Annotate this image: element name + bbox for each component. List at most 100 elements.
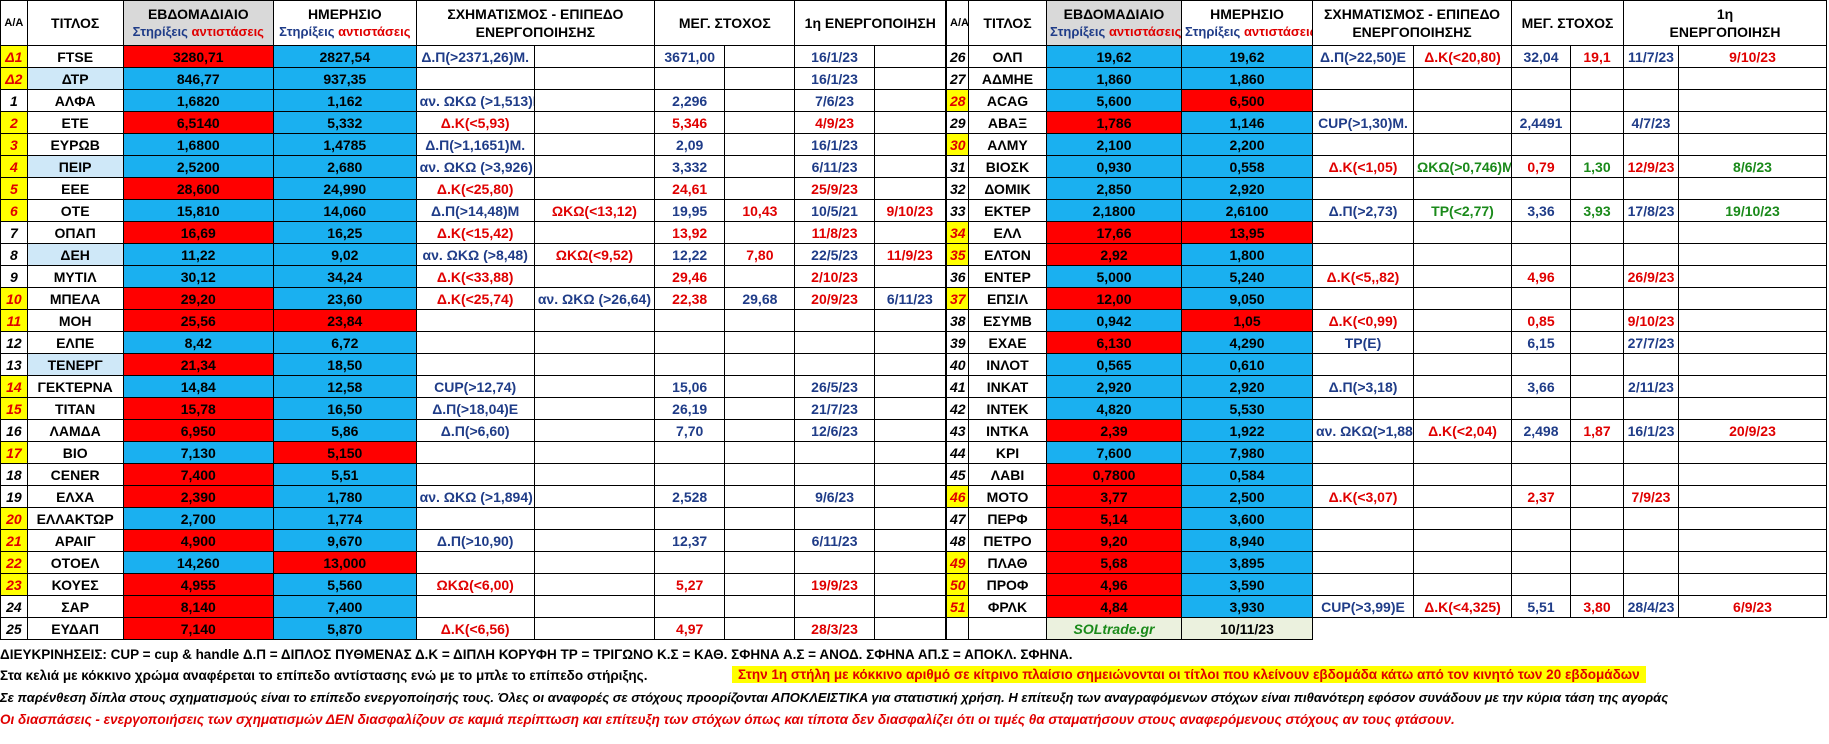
weekly-value: 846,77	[122, 67, 275, 90]
ticker-name: ΤΙΤΑΝ	[26, 397, 124, 420]
table-row: 38 ΕΣΥΜΒ 0,942 1,05 Δ.Κ(<0,99) 0,85 9/10/23	[946, 309, 1828, 332]
activation-date-primary: 25/9/23	[794, 177, 875, 200]
pattern-primary: Δ.Π(>18,04)Ε	[415, 397, 535, 420]
pattern-secondary	[1413, 89, 1512, 112]
weekly-value: 30,12	[122, 265, 275, 288]
pattern-primary	[415, 463, 535, 486]
ticker-name: ΛΑΒΙ	[968, 463, 1047, 486]
target-primary	[654, 463, 726, 486]
target-primary: 12,37	[654, 529, 726, 552]
activation-date-secondary	[873, 155, 947, 178]
target-primary: 5,346	[654, 111, 726, 134]
activation-date-primary: 17/8/23	[1623, 199, 1679, 222]
ticker-name: CENER	[26, 463, 124, 486]
target-secondary	[1570, 441, 1624, 464]
pattern-secondary	[533, 331, 656, 354]
weekly-value: 17,66	[1046, 221, 1182, 244]
activation-note: Σε παρένθεση δίπλα στους σχηματισμούς εί…	[0, 690, 1669, 705]
ticker-name: ΟΠΑΠ	[26, 221, 124, 244]
target-secondary	[724, 177, 796, 200]
weekly-value: 0,7800	[1046, 463, 1182, 486]
target-primary	[1511, 353, 1571, 376]
target-primary	[654, 309, 726, 332]
ticker-name: ΙΝΚΑΤ	[968, 375, 1047, 398]
weekly-value: 1,6820	[122, 89, 275, 112]
weekly-value: 2,92	[1046, 243, 1182, 266]
activation-date-primary	[1623, 529, 1679, 552]
daily-value: 5,150	[273, 441, 417, 464]
pattern-primary: ΩΚΩ(<6,00)	[415, 573, 535, 596]
weekly-value: 8,140	[122, 595, 275, 618]
header-row: Α/Α ΤΙΤΛΟΣ ΕΒΔΟΜΑΔΙΑΙΟ Στηρίξεις αντιστά…	[946, 0, 1828, 46]
target-secondary	[724, 397, 796, 420]
row-index: 14	[0, 375, 28, 398]
activation-date-primary: 6/11/23	[794, 529, 875, 552]
weekly-value: 7,140	[122, 617, 275, 640]
activation-date-primary: 4/7/23	[1623, 111, 1679, 134]
table-row: 10 ΜΠΕΛΑ 29,20 23,60 Δ.Κ(<25,74) αν. ΩΚΩ (>26…	[0, 287, 947, 310]
daily-value: 3,895	[1181, 551, 1313, 574]
activation-date-secondary	[873, 89, 947, 112]
activation-date-secondary	[1677, 485, 1828, 508]
row-index: 12	[0, 331, 28, 354]
table-row: 1 ΑΛΦΑ 1,6820 1,162 αν. ΩΚΩ (>1,513)Ε 2,296 7/…	[0, 89, 947, 112]
target-primary: 2,37	[1511, 485, 1571, 508]
row-index: 32	[946, 177, 969, 200]
pattern-primary	[1312, 353, 1414, 376]
weekly-value: 16,69	[122, 221, 275, 244]
pattern-secondary	[533, 397, 656, 420]
activation-date-secondary	[873, 221, 947, 244]
activation-date-primary: 22/5/23	[794, 243, 875, 266]
target-primary: 22,38	[654, 287, 726, 310]
daily-value: 5,870	[273, 617, 417, 640]
pattern-primary: ΤΡ(Ε)	[1312, 331, 1414, 354]
pattern-primary	[415, 441, 535, 464]
table-row: 3 ΕΥΡΩΒ 1,6800 1,4785 Δ.Π(>1,1651)Μ. 2,09 16/1…	[0, 133, 947, 156]
pattern-primary: CUP(>3,99)Ε	[1312, 595, 1414, 618]
activation-date-primary	[794, 353, 875, 376]
target-secondary	[724, 67, 796, 90]
table-row: 6 ΟΤΕ 15,810 14,060 Δ.Π(>14,48)Μ ΩΚΩ(<13,12) 1…	[0, 199, 947, 222]
pattern-primary	[1312, 397, 1414, 420]
table-row: 36 ΕΝΤΕΡ 5,000 5,240 Δ.Κ(<5,,82) 4,96 26/9/23	[946, 265, 1828, 288]
activation-date-primary: 26/5/23	[794, 375, 875, 398]
activation-date-primary: 16/1/23	[1623, 419, 1679, 442]
pattern-primary	[1312, 221, 1414, 244]
daily-value: 16,25	[273, 221, 417, 244]
pattern-secondary	[1413, 309, 1512, 332]
daily-value: 5,530	[1181, 397, 1313, 420]
row-index: 16	[0, 419, 28, 442]
target-secondary	[1570, 309, 1624, 332]
ticker-name: ΕΝΤΕΡ	[968, 265, 1047, 288]
target-secondary	[724, 463, 796, 486]
pattern-secondary	[533, 177, 656, 200]
activation-date-secondary	[1677, 573, 1828, 596]
pattern-secondary	[533, 463, 656, 486]
supports-label: Στηρίξεις	[279, 24, 335, 39]
activation-date-primary: 11/8/23	[794, 221, 875, 244]
row-index: 50	[946, 573, 969, 596]
table-row: 23 ΚΟΥΕΣ 4,955 5,560 ΩΚΩ(<6,00) 5,27 19/9/23	[0, 573, 947, 596]
daily-value: 24,990	[273, 177, 417, 200]
activation-date-secondary	[873, 573, 947, 596]
pattern-primary: Δ.Π(>2,73)	[1312, 199, 1414, 222]
activation-date-primary: 9/10/23	[1623, 309, 1679, 332]
activation-date-primary: 27/7/23	[1623, 331, 1679, 354]
table-row: 37 ΕΠΣΙΛ 12,00 9,050	[946, 287, 1828, 310]
table-row: 17 ΒΙΟ 7,130 5,150	[0, 441, 947, 464]
activation-date-secondary	[873, 617, 947, 640]
weekly-value: 6,5140	[122, 111, 275, 134]
row-index: 46	[946, 485, 969, 508]
activation-date-secondary: 6/11/23	[873, 287, 947, 310]
daily-value: 2,6100	[1181, 199, 1313, 222]
target-secondary	[724, 133, 796, 156]
target-secondary	[724, 111, 796, 134]
pattern-secondary	[1413, 485, 1512, 508]
table-row: 21 ΑΡΑΙΓ 4,900 9,670 Δ.Π(>10,90) 12,37 6/11/23	[0, 529, 947, 552]
daily-value: 12,58	[273, 375, 417, 398]
activation-date-secondary: 20/9/23	[1677, 419, 1828, 442]
daily-value: 2827,54	[273, 45, 417, 68]
row-index: 36	[946, 265, 969, 288]
activation-date-primary: 28/3/23	[794, 617, 875, 640]
